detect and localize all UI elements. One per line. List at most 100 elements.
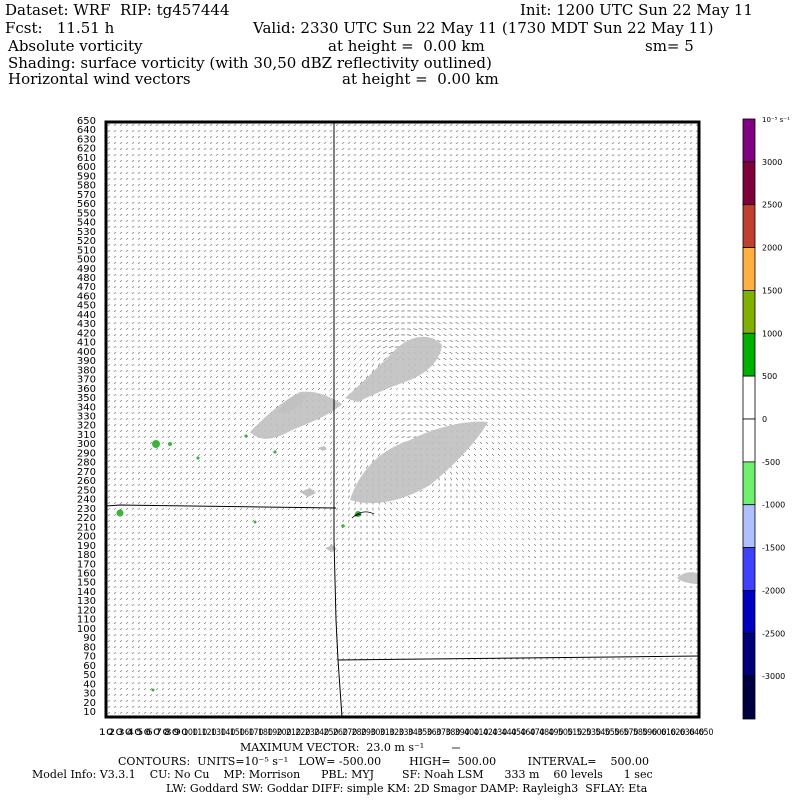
colorbar-label: 1500 xyxy=(762,286,782,295)
neg-vorticity-spot-1 xyxy=(152,440,160,448)
x-tick-label: 520 xyxy=(577,728,592,738)
colorbar-swatch xyxy=(742,418,756,463)
contours-info: CONTOURS: UNITS=10⁻⁵ s⁻¹ LOW= -500.00 HI… xyxy=(118,755,649,768)
colorbar-unit-label: 10⁻⁵ s⁻¹ xyxy=(762,116,790,124)
wind-vectors xyxy=(107,124,699,714)
x-tick-label: 630 xyxy=(680,728,695,738)
y-tick-label: 310 xyxy=(77,430,96,441)
y-tick-label: 130 xyxy=(77,596,96,607)
colorbar-label: 0 xyxy=(762,415,767,424)
y-tick-label: 210 xyxy=(77,522,96,533)
x-tick-label: 560 xyxy=(614,728,629,738)
y-tick-label: 500 xyxy=(77,255,96,266)
dataset-label: Dataset: WRF RIP: tg457444 xyxy=(5,1,230,19)
colorbar-label: -2500 xyxy=(762,629,785,638)
x-tick-label: 40 xyxy=(127,728,142,738)
x-tick-label: 310 xyxy=(380,728,395,738)
negative-vorticity-shading xyxy=(116,434,361,692)
y-tick-label: 320 xyxy=(77,421,96,432)
x-tick-label: 120 xyxy=(202,728,217,738)
y-tick-label: 300 xyxy=(77,439,96,450)
x-tick-label: 490 xyxy=(549,728,564,738)
neg-vorticity-spot-7 xyxy=(341,524,345,528)
reflectivity-contour-50dbz xyxy=(354,513,362,517)
colorbar-label: -2000 xyxy=(762,586,785,595)
x-tick-label: 130 xyxy=(211,728,226,738)
y-tick-label: 600 xyxy=(77,162,96,173)
vorticity-fleck-a xyxy=(325,545,337,552)
x-tick-label: 640 xyxy=(689,728,704,738)
x-tick-label: 10 xyxy=(99,728,114,738)
y-tick-label: 190 xyxy=(77,541,96,552)
y-tick-label: 590 xyxy=(77,171,96,182)
reflectivity-outlines xyxy=(351,511,375,519)
y-tick-label: 70 xyxy=(83,652,96,663)
colorbar-label: -1000 xyxy=(762,501,785,510)
y-tick-label: 360 xyxy=(77,384,96,395)
x-tick-label: 590 xyxy=(642,728,657,738)
x-tick-label: 30 xyxy=(117,728,132,738)
model-info-line1: Model Info: V3.3.1 CU: No Cu MP: Morriso… xyxy=(32,768,653,781)
y-tick-label: 290 xyxy=(77,448,96,459)
plot-frame xyxy=(104,120,701,719)
x-tick-label: 90 xyxy=(174,728,189,738)
x-tick-label: 540 xyxy=(595,728,610,738)
y-tick-label: 240 xyxy=(77,495,96,506)
y-tick-label: 30 xyxy=(83,689,96,700)
x-tick-label: 210 xyxy=(286,728,301,738)
y-tick-label: 340 xyxy=(77,402,96,413)
max-vector-label: MAXIMUM VECTOR: 23.0 m s⁻¹ xyxy=(240,741,425,754)
y-tick-label: 400 xyxy=(77,347,96,358)
x-tick-label: 440 xyxy=(502,728,517,738)
vorticity-fleck-b xyxy=(300,488,316,497)
y-tick-label: 640 xyxy=(77,125,96,136)
vorticity-region-west xyxy=(250,391,342,439)
colorbar-swatch xyxy=(742,461,756,506)
y-tick-label: 470 xyxy=(77,282,96,293)
y-tick-label: 550 xyxy=(77,208,96,219)
x-tick-label: 330 xyxy=(399,728,414,738)
neg-vorticity-spot-8 xyxy=(273,450,277,454)
y-tick-label: 160 xyxy=(77,569,96,580)
boundary-east-horizontal xyxy=(337,655,699,661)
x-tick-label: 600 xyxy=(652,728,667,738)
neg-vorticity-spot-3 xyxy=(196,456,200,460)
y-axis-tick-labels: 1020304050607080901001101201301401501601… xyxy=(77,116,96,718)
init-time-label: Init: 1200 UTC Sun 22 May 11 xyxy=(520,1,753,19)
y-tick-label: 620 xyxy=(77,144,96,155)
y-tick-label: 420 xyxy=(77,328,96,339)
y-tick-label: 230 xyxy=(77,504,96,515)
y-tick-label: 60 xyxy=(83,661,96,672)
x-tick-label: 200 xyxy=(277,728,292,738)
x-tick-label: 20 xyxy=(108,728,123,738)
boundary-vertical xyxy=(333,122,343,717)
x-tick-label: 390 xyxy=(455,728,470,738)
x-tick-label: 60 xyxy=(145,728,160,738)
vector-field-label: Horizontal wind vectors xyxy=(8,70,191,88)
y-tick-label: 330 xyxy=(77,412,96,423)
x-tick-label: 450 xyxy=(511,728,526,738)
y-tick-label: 350 xyxy=(77,393,96,404)
x-tick-label: 420 xyxy=(483,728,498,738)
y-tick-label: 90 xyxy=(83,633,96,644)
colorbar-swatch xyxy=(742,161,756,206)
colorbar-swatch xyxy=(742,118,756,163)
vorticity-region-main xyxy=(350,421,488,504)
y-tick-label: 530 xyxy=(77,227,96,238)
y-tick-label: 580 xyxy=(77,181,96,192)
x-tick-label: 370 xyxy=(436,728,451,738)
colorbar-label: 2500 xyxy=(762,201,782,210)
y-tick-label: 460 xyxy=(77,292,96,303)
x-tick-label: 570 xyxy=(624,728,639,738)
y-tick-label: 490 xyxy=(77,264,96,275)
x-tick-label: 510 xyxy=(567,728,582,738)
y-tick-label: 480 xyxy=(77,273,96,284)
y-tick-label: 540 xyxy=(77,218,96,229)
x-tick-label: 250 xyxy=(324,728,339,738)
x-tick-label: 320 xyxy=(389,728,404,738)
vorticity-region-northwest xyxy=(278,394,306,413)
x-tick-label: 180 xyxy=(258,728,273,738)
x-tick-label: 340 xyxy=(408,728,423,738)
y-tick-label: 390 xyxy=(77,356,96,367)
